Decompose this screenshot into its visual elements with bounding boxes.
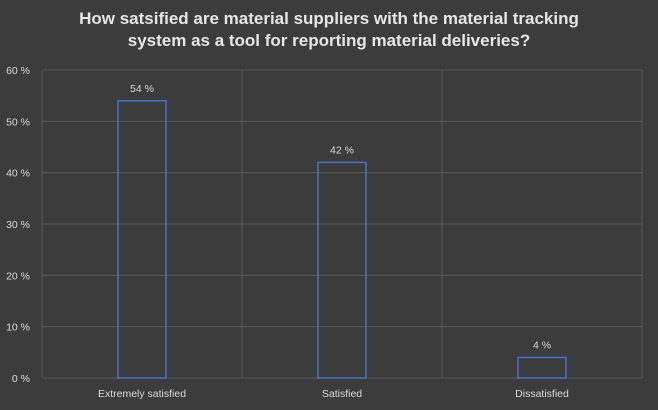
x-axis-tick-labels: Extremely satisfied Satisfied Dissatisfied xyxy=(98,388,569,400)
y-axis-tick-labels: 0 % 10 % 20 % 30 % 40 % 50 % 60 % xyxy=(6,65,30,385)
chart-title-line-1: How satsified are material suppliers wit… xyxy=(79,9,579,28)
bar xyxy=(117,100,167,379)
data-label: 54 % xyxy=(130,83,154,95)
bar xyxy=(517,356,567,379)
grid-layer xyxy=(41,69,643,379)
y-tick-label: 50 % xyxy=(6,116,30,128)
y-tick-label: 0 % xyxy=(12,373,30,385)
x-tick-label: Dissatisfied xyxy=(515,388,569,400)
chart-title-line-2: system as a tool for reporting material … xyxy=(127,31,531,50)
y-tick-label: 20 % xyxy=(6,270,30,282)
x-tick-label: Satisfied xyxy=(322,388,362,400)
chart-title: How satsified are material suppliers wit… xyxy=(0,8,658,52)
data-labels: 54 % 42 % 4 % xyxy=(130,83,551,352)
bars xyxy=(117,100,567,379)
y-tick-label: 10 % xyxy=(6,322,30,334)
bar xyxy=(317,161,367,379)
data-label: 42 % xyxy=(330,144,354,156)
x-tick-label: Extremely satisfied xyxy=(98,388,186,400)
y-tick-label: 40 % xyxy=(6,168,30,180)
y-tick-label: 60 % xyxy=(6,65,30,77)
y-tick-label: 30 % xyxy=(6,219,30,231)
data-label: 4 % xyxy=(533,339,551,351)
